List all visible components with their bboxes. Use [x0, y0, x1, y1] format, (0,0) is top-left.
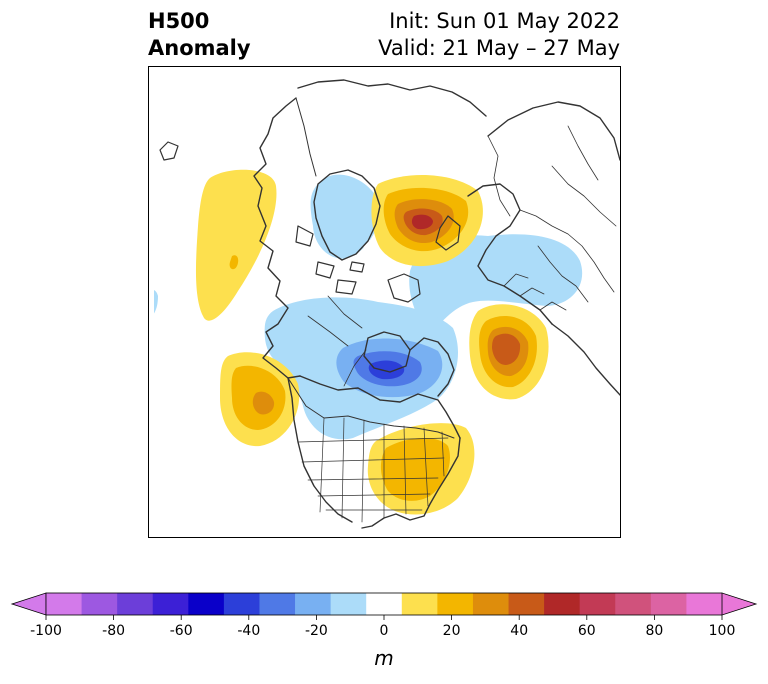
coastline-iceland: [435, 215, 461, 251]
colorbar-tick-label: 80: [645, 623, 663, 639]
title-left: H500 Anomaly: [148, 8, 251, 62]
colorbar-tick-label: -20: [305, 623, 328, 639]
colorbar-bin: [401, 593, 438, 615]
map-edge-gap: [148, 284, 154, 318]
coastline-arctic-russia: [297, 79, 487, 117]
colorbar-bin: [366, 593, 403, 615]
colorbar-bin: [686, 593, 723, 615]
anomaly-contour-10-pacific: [195, 169, 277, 321]
colorbar-bin: [223, 593, 260, 615]
coastline-svalbard: [387, 273, 421, 303]
border-alaska-canada: [295, 97, 317, 177]
coastline-us-east: [361, 437, 461, 529]
border-us-canada: [287, 377, 455, 439]
colorbar-bin: [46, 593, 82, 615]
anomaly-contour-40-atlantic: [492, 333, 521, 365]
colorbar-bin: [188, 593, 225, 615]
coastline-greenland: [313, 169, 381, 261]
colorbar: -100 -80 -60 -40 -20 0 20 40 60 80 100: [10, 592, 758, 639]
colorbar-bin: [330, 593, 367, 615]
colorbar-bin: [295, 593, 332, 615]
coastline-labrador: [409, 337, 455, 397]
map-outlines: [159, 79, 621, 529]
colorbar-bin: [650, 593, 687, 615]
colorbar-bin: [437, 593, 474, 615]
coastline-europe: [467, 183, 553, 325]
colorbar-bin: [615, 593, 652, 615]
anomaly-contour-20-pacific: [229, 255, 239, 270]
colorbar-extend-over: [721, 592, 758, 616]
anomaly-map: [148, 66, 621, 538]
title-right: Init: Sun 01 May 2022 Valid: 21 May – 27…: [378, 8, 620, 62]
colorbar-tick-label: 60: [578, 623, 596, 639]
colorbar-tick-label: -40: [237, 623, 260, 639]
coastline-hudson-bay: [363, 331, 411, 373]
colorbar-bin: [81, 593, 118, 615]
anomaly-contour-20-eastern-us: [380, 437, 450, 501]
coastline-canada-south: [299, 375, 461, 439]
coastline-alaska: [253, 97, 301, 379]
borders-canada-provinces: [307, 295, 367, 387]
init-date: Init: Sun 01 May 2022: [389, 9, 620, 33]
anomaly-gap: [363, 239, 382, 255]
borders-europe: [503, 273, 567, 311]
colorbar-tick-label: 20: [443, 623, 461, 639]
colorbar-label: m: [374, 646, 394, 670]
title-variable: H500: [148, 9, 210, 33]
colorbar-bin: [117, 593, 154, 615]
colorbar-bin: [508, 593, 545, 615]
map-frame: [148, 66, 621, 538]
anomaly-contour-neg10-europe: [409, 234, 583, 336]
title-field: Anomaly: [148, 36, 251, 60]
colorbar-bin: [544, 593, 581, 615]
colorbar-tick-label: -80: [102, 623, 125, 639]
colorbar-tick-label: 100: [709, 623, 736, 639]
colorbar-bin: [259, 593, 296, 615]
anomaly-contour-neg10-greenland: [310, 174, 380, 259]
borders-us-states: [297, 417, 449, 523]
coastline-siberia: [487, 101, 621, 161]
colorbar-extend-under: [10, 592, 47, 616]
colorbar-ticks: -100 -80 -60 -40 -20 0 20 40 60 80 100: [30, 615, 735, 639]
coastline-arctic-islands: [295, 225, 365, 295]
anomaly-contour-50-scandinavia: [411, 214, 433, 230]
anomaly-contour-neg10-alaska: [264, 308, 331, 371]
colorbar-bin: [579, 593, 616, 615]
colorbar-tick-label: 0: [380, 623, 389, 639]
coastline-mediterranean: [551, 323, 621, 397]
colorbar-tick-label: 40: [510, 623, 528, 639]
anomaly-contour-30-alaska-gulf: [252, 391, 275, 415]
colorbar-bin: [472, 593, 509, 615]
valid-range: Valid: 21 May – 27 May: [378, 36, 620, 60]
colorbar-bin: [152, 593, 189, 615]
colorbar-tick-label: -60: [170, 623, 193, 639]
borders-eurasia: [487, 125, 617, 303]
anomaly-contour-neg40: [368, 360, 405, 380]
colorbar-bins: [10, 592, 758, 616]
colorbar-tick-label: -100: [30, 623, 62, 639]
negative-anomaly-areas: [148, 174, 583, 440]
coastline-kamchatka: [159, 141, 179, 161]
